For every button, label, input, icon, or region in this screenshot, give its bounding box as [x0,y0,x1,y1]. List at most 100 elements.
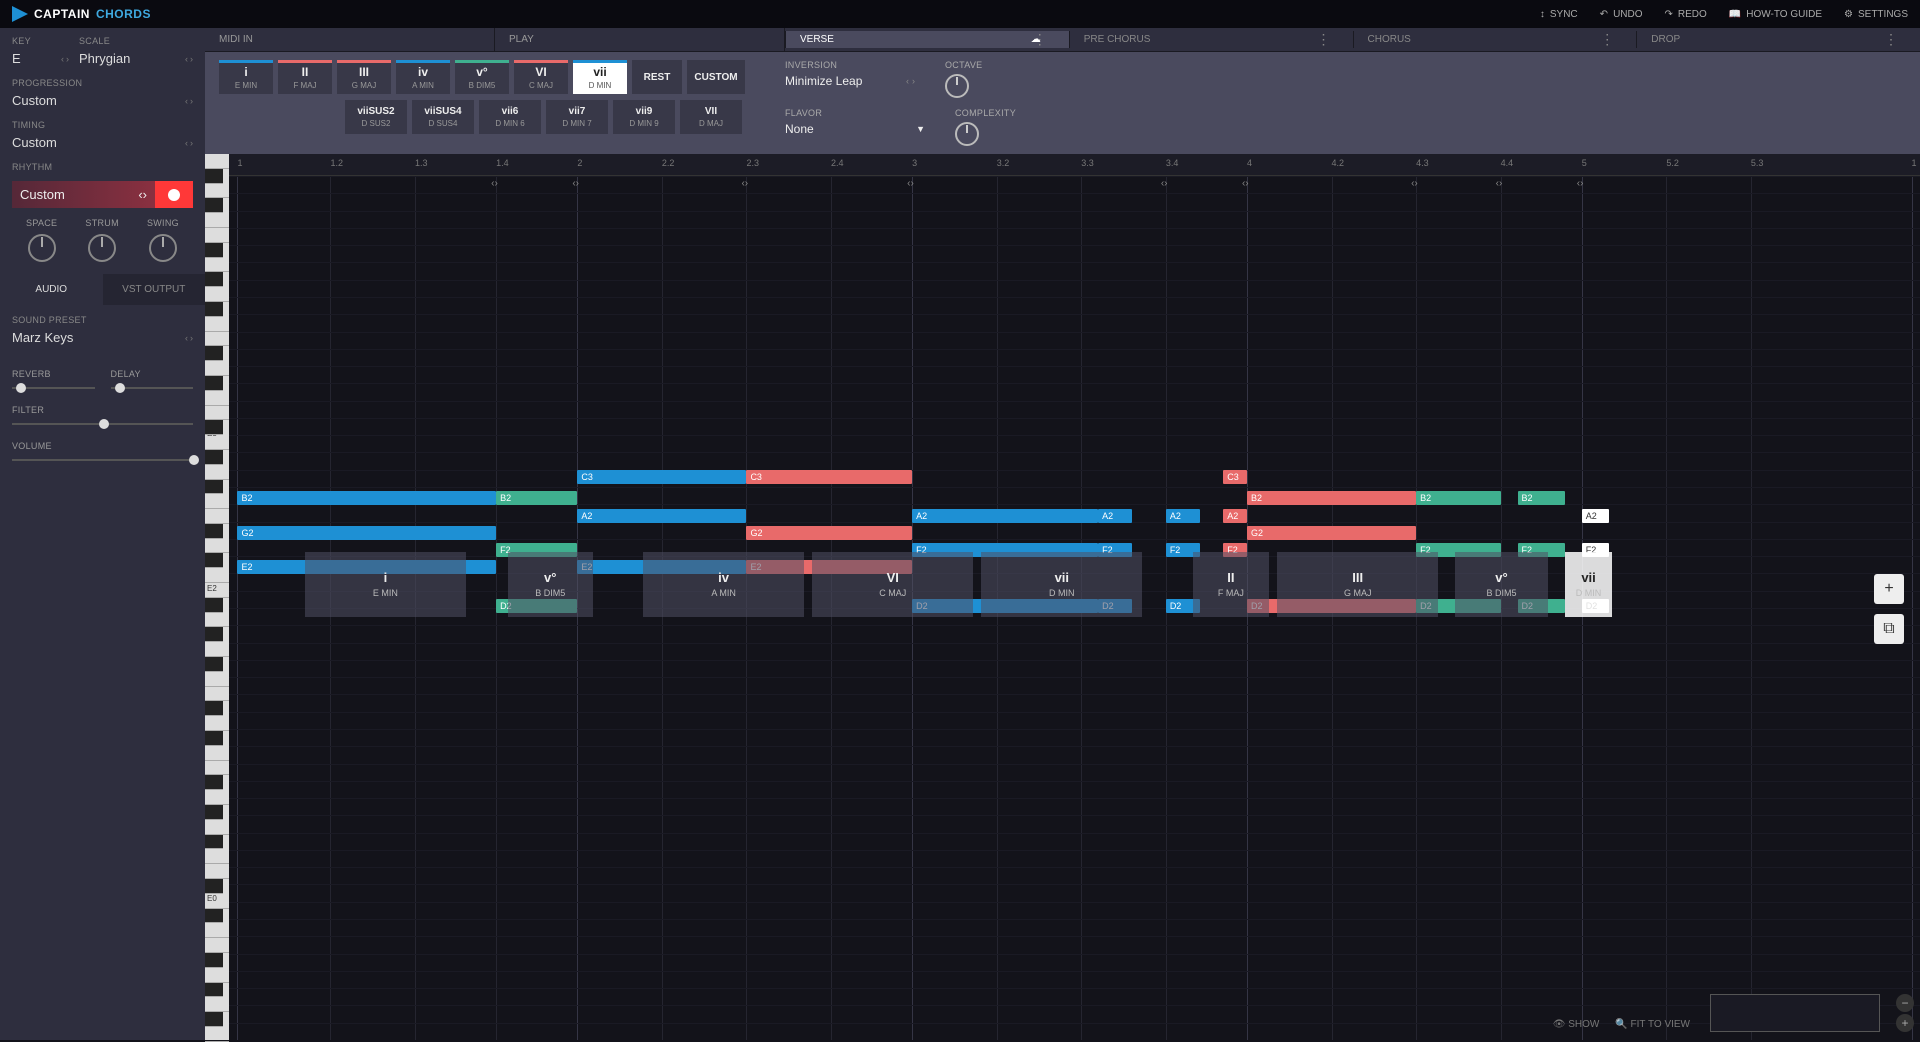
split-marker[interactable]: ‹› [1242,178,1249,189]
preset-selector[interactable]: Marz Keys‹› [12,328,193,351]
zoom-in-button[interactable]: + [1896,1014,1914,1032]
midi-note[interactable]: G2 [237,526,496,540]
vst-output-tab[interactable]: VST OUTPUT [103,274,206,305]
split-marker[interactable]: ‹› [572,178,579,189]
piano-roll-keys[interactable]: E4E3E2E1E0 [205,154,229,1040]
inversion-selector[interactable]: Minimize Leap‹› [785,74,915,88]
chord-region[interactable]: VIC MAJ [812,552,973,617]
zoom-out-button[interactable]: − [1896,994,1914,1012]
strum-knob[interactable] [88,234,116,262]
chord-chip-e-min[interactable]: iE MIN [219,60,273,94]
grid-area[interactable]: 11.21.31.422.22.32.433.23.33.444.24.34.4… [229,154,1920,1040]
midi-in-label[interactable]: MIDI IN [205,28,495,51]
volume-slider[interactable] [12,459,193,461]
fit-to-view-button[interactable]: 🔍 FIT TO VIEW [1615,1019,1690,1030]
add-button[interactable]: + [1874,574,1904,604]
chord-region[interactable]: viiD MIN [981,552,1142,617]
menu-dots-icon[interactable]: ⋮ [1876,31,1906,48]
chord-chip-d-maj[interactable]: VIID MAJ [680,100,742,134]
section-tab-verse[interactable]: VERSE☁⋮ [785,31,1069,48]
redo-button[interactable]: ↷REDO [1665,9,1707,20]
swing-knob[interactable] [149,234,177,262]
split-marker[interactable]: ‹› [491,178,498,189]
midi-note[interactable]: G2 [746,526,912,540]
chord-chip-b-dim5[interactable]: v°B DIM5 [455,60,509,94]
guide-button[interactable]: 📖HOW-TO GUIDE [1729,9,1822,20]
midi-note[interactable]: C3 [577,470,746,484]
chord-chip-d-sus4[interactable]: viiSUS4D SUS4 [412,100,474,134]
rest-button[interactable]: REST [632,60,682,94]
record-icon [168,189,180,201]
flavor-selector[interactable]: None▼ [785,122,925,136]
chord-chip-f-maj[interactable]: IIF MAJ [278,60,332,94]
key-selector[interactable]: E‹› [12,49,69,72]
midi-note[interactable]: A2 [1223,509,1247,523]
split-marker[interactable]: ‹› [741,178,748,189]
sync-button[interactable]: ↕SYNC [1540,9,1578,20]
split-marker[interactable]: ‹› [1577,178,1584,189]
progression-selector[interactable]: Custom‹› [12,91,193,114]
timing-selector[interactable]: Custom‹› [12,133,193,156]
chord-region[interactable]: v°B DIM5 [508,552,593,617]
split-marker[interactable]: ‹› [907,178,914,189]
menu-dots-icon[interactable]: ⋮ [1309,31,1339,48]
complexity-knob[interactable] [955,122,979,146]
chord-region[interactable]: ivA MIN [643,552,804,617]
custom-chord-button[interactable]: CUSTOM [687,60,745,94]
split-marker[interactable]: ‹› [1496,178,1503,189]
space-knob[interactable] [28,234,56,262]
minimap[interactable] [1710,994,1880,1032]
delay-slider[interactable] [111,387,194,389]
menu-dots-icon[interactable]: ⋮ [1592,31,1622,48]
audio-tab[interactable]: AUDIO [0,274,103,305]
midi-note[interactable]: B2 [1518,491,1565,505]
chord-region[interactable]: viiD MIN [1565,552,1612,617]
reverb-slider[interactable] [12,387,95,389]
split-marker[interactable]: ‹› [1161,178,1168,189]
chord-region[interactable]: IIIG MAJ [1277,552,1438,617]
chord-chip-d-min-9[interactable]: vii9D MIN 9 [613,100,675,134]
ruler-tick: 1.3 [415,158,428,168]
rhythm-selector[interactable]: Custom‹› [12,181,155,208]
midi-note[interactable]: A2 [912,509,1098,523]
midi-note[interactable]: B2 [1247,491,1416,505]
cloud-icon[interactable]: ☁ [1031,34,1041,45]
chord-region[interactable]: IIF MAJ [1193,552,1269,617]
chord-chip-d-min[interactable]: viiD MIN [573,60,627,94]
chord-chip-d-min-7[interactable]: vii7D MIN 7 [546,100,608,134]
chord-chip-c-maj[interactable]: VIC MAJ [514,60,568,94]
chord-chip-g-maj[interactable]: IIIG MAJ [337,60,391,94]
midi-note[interactable]: B2 [1416,491,1501,505]
record-button[interactable] [155,181,193,208]
ruler-tick: 5.2 [1666,158,1679,168]
midi-note[interactable]: A2 [1098,509,1132,523]
chord-region[interactable]: iE MIN [305,552,466,617]
section-tab-chorus[interactable]: CHORUS⋮ [1353,31,1637,48]
split-marker[interactable]: ‹› [1411,178,1418,189]
midi-note[interactable]: A2 [1582,509,1609,523]
volume-label: VOLUME [12,441,193,451]
undo-button[interactable]: ↶UNDO [1600,9,1643,20]
play-label[interactable]: PLAY [495,28,785,51]
chord-chip-a-min[interactable]: ivA MIN [396,60,450,94]
filter-slider[interactable] [12,423,193,425]
midi-note[interactable]: G2 [1247,526,1416,540]
midi-note[interactable]: A2 [1166,509,1200,523]
ruler-tick: 5.3 [1751,158,1764,168]
midi-note[interactable]: C3 [746,470,912,484]
midi-note[interactable]: A2 [577,509,746,523]
section-tab-drop[interactable]: DROP⋮ [1636,31,1920,48]
time-ruler[interactable]: 11.21.31.422.22.32.433.23.33.444.24.34.4… [229,154,1920,176]
section-tab-pre-chorus[interactable]: PRE CHORUS⋮ [1069,31,1353,48]
show-toggle[interactable]: 👁 SHOW [1553,1019,1600,1030]
octave-knob[interactable] [945,74,969,98]
settings-button[interactable]: ⚙SETTINGS [1844,9,1908,20]
duplicate-button[interactable]: ⧉ [1874,614,1904,644]
midi-note[interactable]: B2 [496,491,577,505]
midi-note[interactable]: B2 [237,491,496,505]
chord-chip-d-min-6[interactable]: vii6D MIN 6 [479,100,541,134]
chord-chip-d-sus2[interactable]: viiSUS2D SUS2 [345,100,407,134]
chord-region[interactable]: v°B DIM5 [1455,552,1548,617]
scale-selector[interactable]: Phrygian‹› [79,49,193,72]
midi-note[interactable]: C3 [1223,470,1247,484]
